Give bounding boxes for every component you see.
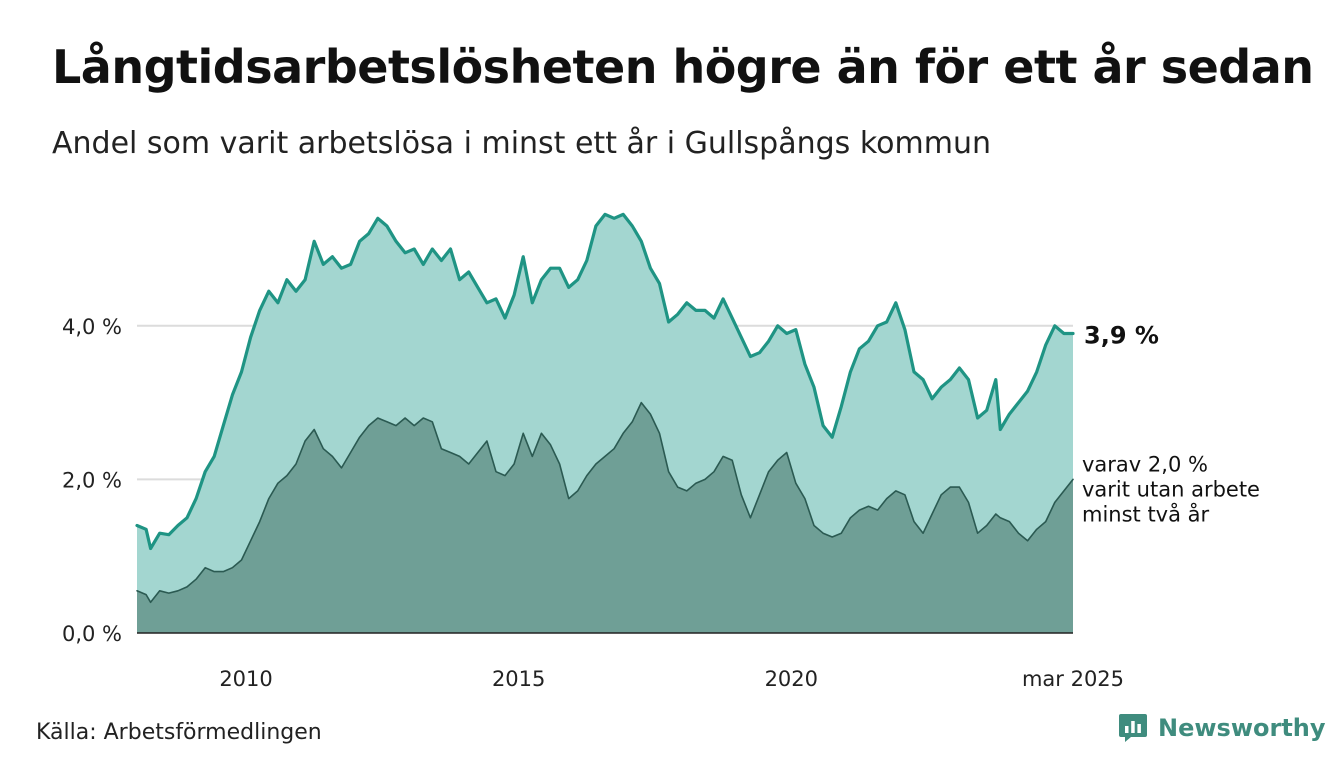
area-chart: 0,0 % 2,0 % 4,0 % 2010 2015 2020 mar 2025 3,9 %… <box>62 212 1260 691</box>
end-label-longterm-line: minst två år <box>1082 501 1210 526</box>
end-label-longterm-line: varit utan arbete <box>1082 477 1260 501</box>
end-label-longterm-line: varav 2,0 % <box>1082 452 1208 476</box>
y-tick-label: 4,0 % <box>62 315 122 339</box>
brand-name: Newsworthy <box>1158 714 1326 742</box>
x-tick-label: 2020 <box>765 667 818 691</box>
brand-logo[interactable]: Newsworthy <box>1118 712 1326 744</box>
series-line-longterm <box>136 401 1074 604</box>
chart-labels: 0,0 % 2,0 % 4,0 % 2010 2015 2020 mar 2025 3,9 %… <box>62 315 1260 691</box>
x-tick-label: 2010 <box>219 667 272 691</box>
y-tick-label: 0,0 % <box>62 622 122 646</box>
newsworthy-logo-icon <box>1119 714 1147 742</box>
end-label-total: 3,9 % <box>1084 321 1159 349</box>
chart-areas <box>135 212 1075 633</box>
chart-subtitle: Andel som varit arbetslösa i minst ett å… <box>52 126 991 161</box>
source-note: Källa: Arbetsförmedlingen <box>36 720 322 745</box>
x-tick-label: 2015 <box>492 667 545 691</box>
y-tick-label: 2,0 % <box>62 468 122 492</box>
x-tick-label: mar 2025 <box>1022 667 1124 691</box>
series-line-total <box>135 212 1075 551</box>
series-area-longterm <box>137 402 1073 633</box>
chart-title: Långtidsarbetslösheten högre än för ett … <box>52 40 1314 94</box>
